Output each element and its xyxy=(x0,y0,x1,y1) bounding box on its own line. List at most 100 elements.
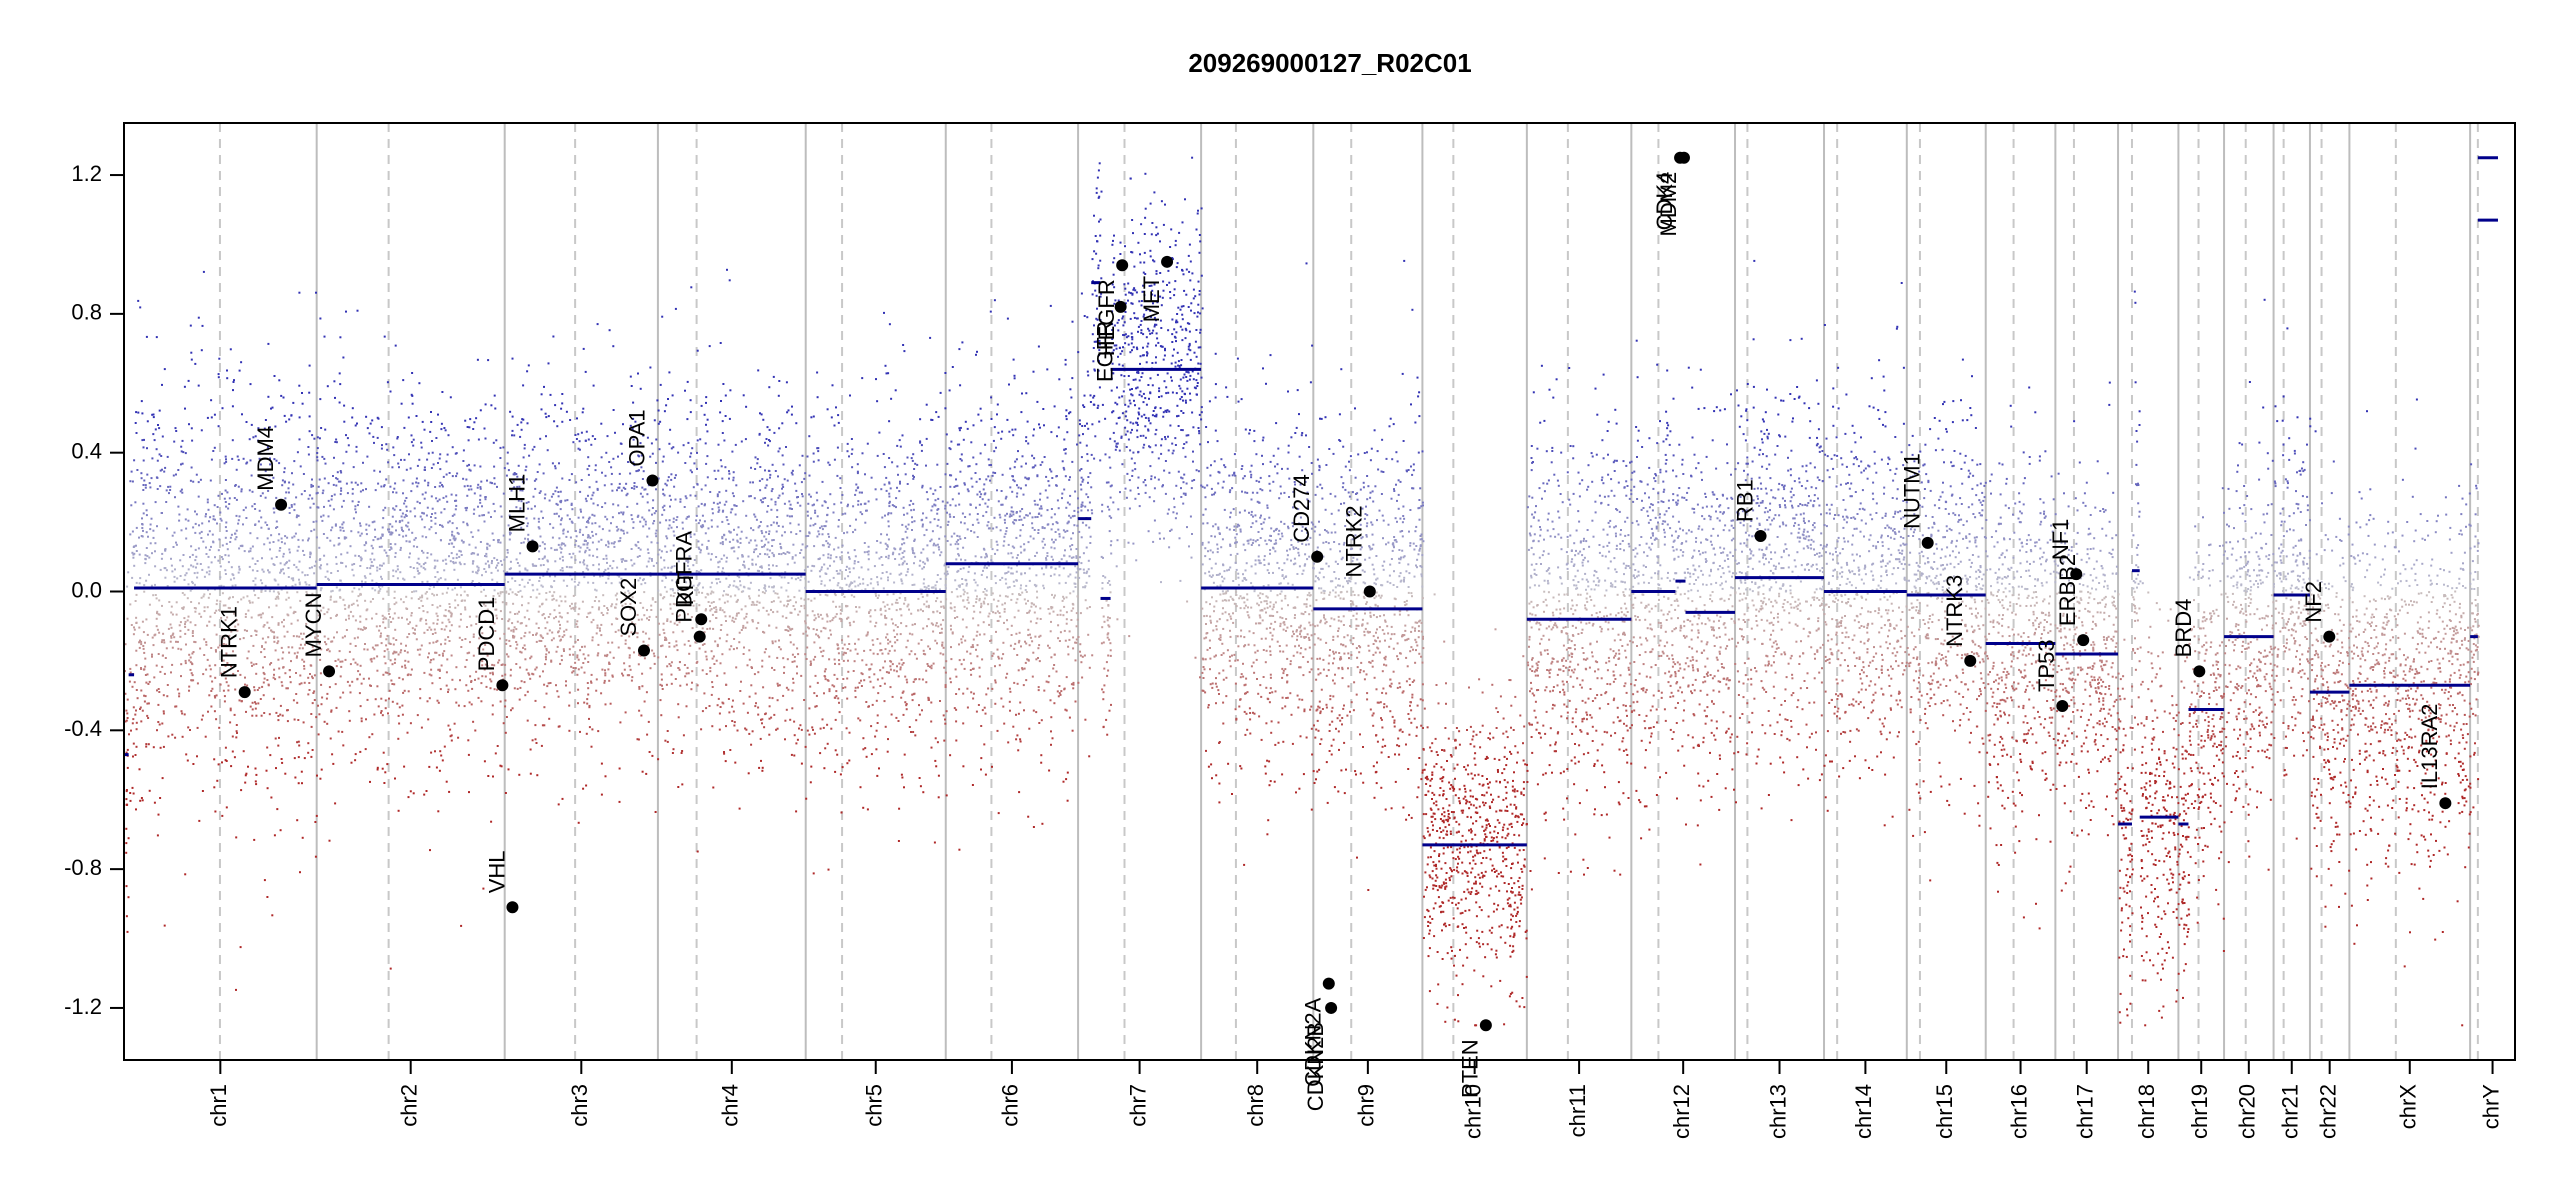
probe-point xyxy=(161,435,164,438)
probe-point xyxy=(165,569,168,572)
probe-point xyxy=(495,566,497,569)
probe-point xyxy=(813,545,816,548)
probe-point xyxy=(334,660,337,662)
probe-point xyxy=(157,653,160,655)
probe-point xyxy=(281,761,284,764)
probe-point xyxy=(529,657,532,660)
probe-point xyxy=(398,466,400,469)
probe-point xyxy=(861,673,864,676)
probe-point xyxy=(451,678,454,681)
probe-point xyxy=(912,551,914,554)
probe-point xyxy=(196,682,199,685)
probe-point xyxy=(587,473,590,476)
probe-point xyxy=(125,709,128,712)
probe-point xyxy=(313,690,316,693)
probe-point xyxy=(746,664,749,667)
probe-point xyxy=(526,422,529,425)
probe-point xyxy=(716,643,719,646)
probe-point xyxy=(153,439,156,442)
probe-point xyxy=(169,485,172,488)
probe-point xyxy=(864,747,867,750)
probe-point xyxy=(768,556,771,558)
probe-point xyxy=(246,657,249,660)
probe-point xyxy=(910,612,913,615)
probe-point xyxy=(561,542,564,545)
probe-point xyxy=(687,515,690,518)
probe-point xyxy=(557,803,560,806)
probe-point xyxy=(704,596,707,599)
probe-point xyxy=(378,629,381,632)
probe-point xyxy=(221,558,224,561)
probe-point xyxy=(173,580,176,583)
probe-point xyxy=(798,727,800,730)
probe-point xyxy=(528,631,531,634)
probe-point xyxy=(264,590,267,592)
probe-point xyxy=(669,588,672,591)
probe-point xyxy=(167,627,170,630)
probe-point xyxy=(743,566,746,569)
probe-point xyxy=(782,486,785,488)
probe-point xyxy=(783,576,786,579)
probe-point xyxy=(808,627,810,630)
probe-point xyxy=(786,479,789,482)
probe-point xyxy=(133,552,136,555)
probe-point xyxy=(723,554,726,557)
probe-point xyxy=(775,530,778,533)
probe-point xyxy=(268,474,271,477)
probe-point xyxy=(742,626,745,629)
probe-point xyxy=(126,717,129,719)
probe-point xyxy=(336,631,338,634)
probe-point xyxy=(375,625,378,628)
probe-point xyxy=(225,652,228,655)
probe-point xyxy=(779,542,782,545)
probe-point xyxy=(309,506,312,509)
probe-point xyxy=(572,552,575,555)
probe-point xyxy=(599,629,601,632)
probe-point xyxy=(209,615,212,618)
probe-point xyxy=(384,662,387,665)
probe-point xyxy=(468,615,471,618)
probe-point xyxy=(284,497,287,500)
probe-point xyxy=(706,547,709,550)
probe-point xyxy=(827,461,830,464)
probe-point xyxy=(935,411,938,414)
probe-point xyxy=(374,644,377,647)
probe-point xyxy=(677,589,680,592)
probe-point xyxy=(756,600,759,603)
probe-point xyxy=(778,447,781,450)
probe-point xyxy=(457,736,460,739)
probe-point xyxy=(932,623,934,626)
probe-point xyxy=(337,537,340,539)
probe-point xyxy=(544,627,547,630)
probe-point xyxy=(471,562,474,565)
probe-point xyxy=(332,762,335,765)
probe-point xyxy=(338,401,341,404)
probe-point xyxy=(379,537,382,540)
probe-point xyxy=(394,658,397,661)
probe-point xyxy=(509,674,512,677)
probe-point xyxy=(776,509,779,512)
probe-point xyxy=(171,663,174,666)
probe-point xyxy=(752,529,755,532)
probe-point xyxy=(642,434,645,437)
probe-point xyxy=(711,613,714,616)
probe-point xyxy=(536,471,539,473)
probe-point xyxy=(143,479,146,482)
probe-point xyxy=(684,576,687,579)
probe-point xyxy=(315,716,318,719)
probe-point xyxy=(372,598,374,600)
probe-point xyxy=(261,685,264,688)
probe-point xyxy=(477,566,480,569)
probe-point xyxy=(747,772,750,775)
probe-point xyxy=(305,583,308,586)
probe-point xyxy=(219,576,222,579)
probe-point xyxy=(318,646,321,649)
probe-point xyxy=(875,748,878,751)
probe-point xyxy=(339,493,342,496)
probe-point xyxy=(262,625,265,628)
probe-point xyxy=(624,642,627,645)
probe-point xyxy=(326,385,329,388)
probe-point xyxy=(311,675,313,678)
probe-point xyxy=(428,587,431,590)
probe-point xyxy=(693,533,696,536)
